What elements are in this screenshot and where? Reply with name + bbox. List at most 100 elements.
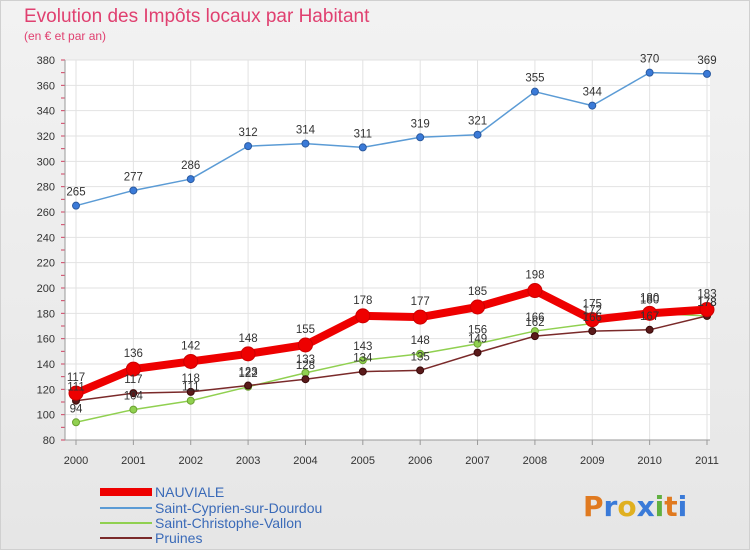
- y-tick-label: 240: [37, 232, 55, 244]
- x-tick-label: 2003: [236, 455, 260, 467]
- data-point: [72, 201, 80, 210]
- data-point: [129, 389, 138, 398]
- data-point: [186, 396, 195, 405]
- data-label: 111: [67, 382, 84, 394]
- y-tick-label: 360: [37, 80, 55, 92]
- grid: [65, 59, 710, 441]
- legend-label: Saint-Cyprien-sur-Dourdou: [155, 500, 322, 516]
- data-point: [129, 405, 138, 414]
- data-label: 312: [238, 127, 257, 139]
- data-label: 355: [525, 73, 544, 85]
- x-tick-label: 2010: [637, 455, 661, 467]
- data-label: 104: [124, 391, 144, 403]
- data-label: 111: [182, 382, 199, 394]
- series-line: [74, 286, 708, 397]
- data-labels: 265 277 286 312 314 311 319 321 355 344 370 369: [66, 54, 716, 199]
- y-tick-label: 260: [37, 207, 55, 219]
- legend-item: Pruines: [100, 530, 202, 546]
- data-point: [530, 332, 539, 341]
- data-label: 94: [70, 403, 83, 415]
- x-tick-label: 2002: [178, 455, 202, 467]
- data-point: [645, 68, 654, 77]
- data-label: 149: [468, 334, 487, 346]
- x-tick-label: 2001: [121, 455, 145, 467]
- data-point: [72, 418, 80, 427]
- x-tick-label: 2000: [64, 455, 88, 467]
- data-labels: 117 136 142 148 155 178 177 185 198 175 180 183: [67, 270, 717, 385]
- data-label: 148: [238, 333, 257, 345]
- data-label: 148: [411, 335, 430, 347]
- x-tick-label: 2008: [523, 455, 547, 467]
- y-tick-label: 200: [37, 283, 55, 295]
- data-label: 277: [124, 171, 143, 183]
- data-point: [358, 143, 367, 152]
- data-point: [358, 356, 367, 365]
- data-point: [645, 325, 654, 334]
- data-point: [470, 299, 486, 315]
- y-axis: 80 100 120 140 160 180 200 220 240 260 280 300 320 34…: [37, 55, 66, 447]
- data-label: 319: [411, 118, 430, 130]
- y-tick-label: 220: [37, 258, 55, 270]
- data-label: 198: [525, 270, 544, 282]
- data-label: 143: [353, 341, 372, 353]
- data-label: 265: [66, 187, 85, 199]
- data-label: 178: [353, 295, 372, 307]
- x-tick-label: 2007: [465, 455, 489, 467]
- data-label: 166: [525, 312, 544, 324]
- proxiti-logo: Proxiti: [583, 490, 687, 523]
- data-label: 156: [468, 325, 487, 337]
- data-label: 133: [296, 354, 315, 366]
- data-point: [412, 309, 428, 325]
- data-point: [699, 302, 715, 318]
- x-tick-label: 2004: [293, 455, 317, 467]
- data-point: [416, 349, 425, 358]
- series-pruines: [72, 311, 711, 405]
- plot-area: [65, 60, 710, 440]
- y-tick-label: 160: [37, 334, 55, 346]
- data-point: [473, 339, 482, 348]
- data-point: [125, 361, 141, 377]
- data-point: [527, 283, 543, 299]
- data-point: [588, 327, 597, 336]
- x-axis: 2000 2001 2002 2003 2004 2005 2006 2007 2008 2009…: [64, 439, 719, 467]
- data-label: 142: [181, 340, 200, 352]
- data-label: 286: [181, 160, 200, 172]
- legend-item: Saint-Cyprien-sur-Dourdou: [100, 500, 322, 516]
- x-tick-label: 2009: [580, 455, 604, 467]
- data-label: 172: [583, 304, 602, 316]
- data-label: 167: [640, 311, 659, 323]
- y-tick-label: 340: [37, 106, 55, 118]
- data-label: 175: [583, 299, 602, 311]
- data-label: 178: [697, 297, 716, 309]
- data-point: [416, 133, 425, 142]
- data-point: [297, 337, 313, 353]
- chart-subtitle: (en € et par an): [24, 29, 106, 43]
- data-label: 344: [583, 87, 603, 99]
- data-label: 370: [640, 54, 659, 66]
- chart-title: Evolution des Impôts locaux par Habitant: [24, 6, 370, 27]
- data-label: 117: [67, 372, 85, 384]
- data-point: [355, 308, 371, 324]
- y-tick-label: 140: [37, 359, 55, 371]
- data-point: [584, 312, 600, 328]
- data-label: 128: [296, 360, 315, 372]
- data-label: 185: [468, 286, 487, 298]
- data-point: [642, 305, 658, 321]
- legend: NAUVIALESaint-Cyprien-sur-DourdouSaint-C…: [100, 484, 322, 546]
- y-tick-label: 180: [37, 308, 55, 320]
- data-label: 177: [411, 296, 430, 308]
- y-tick-label: 280: [37, 182, 55, 194]
- data-point: [358, 367, 367, 376]
- data-label: 117: [124, 374, 142, 386]
- series-saint-cyprien-sur-dourdou: [72, 68, 711, 210]
- data-label: 123: [238, 367, 257, 379]
- x-tick-label: 2005: [351, 455, 375, 467]
- y-tick-label: 80: [43, 435, 55, 447]
- data-label: 134: [353, 353, 373, 365]
- data-label: 314: [296, 125, 316, 137]
- data-label: 180: [640, 294, 659, 306]
